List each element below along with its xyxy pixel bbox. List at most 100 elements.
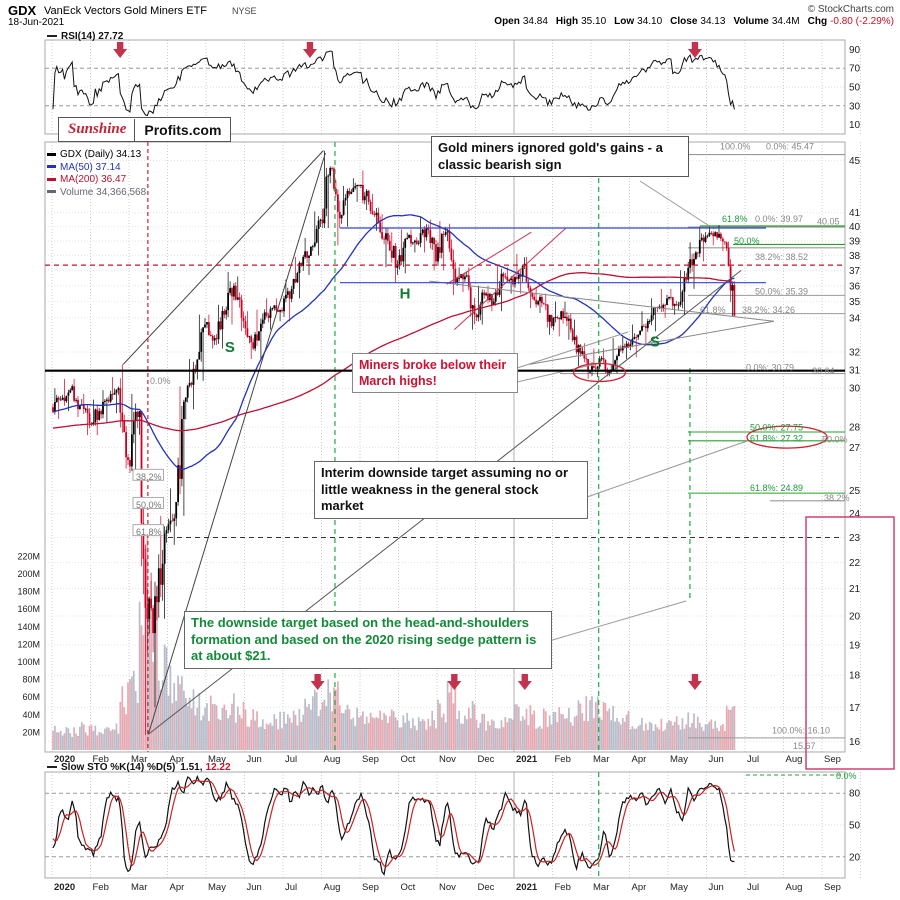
svg-text:Jul: Jul (285, 754, 297, 765)
svg-text:Apr: Apr (632, 882, 647, 893)
svg-text:Dec: Dec (478, 882, 495, 893)
svg-text:61.8%: 61.8% (700, 305, 726, 315)
svg-text:50.0%: 50.0% (136, 500, 162, 510)
svg-text:Mar: Mar (131, 882, 147, 893)
candle-bodies-up (54, 168, 734, 634)
svg-text:0.0%: 45.47: 0.0%: 45.47 (766, 141, 814, 151)
svg-text:2021: 2021 (516, 754, 538, 765)
svg-text:Oct: Oct (401, 882, 416, 893)
quote-value: 34.84 (522, 16, 548, 27)
svg-text:30: 30 (849, 384, 861, 395)
svg-text:17: 17 (849, 703, 861, 714)
svg-text:61.8%: 61.8% (722, 214, 748, 224)
candle-bodies-down (52, 168, 736, 634)
svg-text:27: 27 (849, 443, 861, 454)
svg-text:23: 23 (849, 533, 861, 544)
svg-text:28: 28 (849, 422, 861, 433)
svg-text:Aug: Aug (324, 754, 341, 765)
svg-text:Aug: Aug (324, 882, 341, 893)
rsi-line (52, 50, 735, 117)
svg-text:37: 37 (849, 266, 861, 277)
volume-bars (52, 530, 736, 750)
svg-text:0.0%: 39.97: 0.0%: 39.97 (755, 214, 803, 224)
svg-text:May: May (208, 882, 226, 893)
svg-text:Jul: Jul (747, 754, 759, 765)
svg-text:15.67: 15.67 (793, 741, 816, 751)
svg-text:61.8%: 24.89: 61.8%: 24.89 (750, 483, 803, 493)
svg-text:34: 34 (849, 313, 861, 324)
quote-value: 34.4M (771, 16, 800, 27)
svg-text:38.2%: 38.2% (824, 493, 850, 503)
svg-text:Jul: Jul (285, 882, 297, 893)
svg-text:21: 21 (849, 584, 861, 595)
svg-text:Jun: Jun (247, 754, 262, 765)
svg-text:80: 80 (849, 789, 861, 800)
svg-text:24: 24 (849, 509, 861, 520)
svg-text:Mar: Mar (131, 754, 147, 765)
highlight-ellipse (572, 362, 627, 383)
svg-text:16: 16 (849, 737, 861, 748)
quote-value: 35.10 (581, 16, 607, 27)
quote-value: 34.10 (637, 16, 663, 27)
svg-text:May: May (670, 882, 688, 893)
svg-text:41: 41 (849, 208, 861, 219)
svg-text:2020: 2020 (54, 754, 75, 765)
svg-text:May: May (670, 754, 688, 765)
svg-text:100.0%: 16.10: 100.0%: 16.10 (772, 725, 830, 735)
svg-text:50.0%: 35.39: 50.0%: 35.39 (755, 287, 808, 297)
down-arrow-icon (447, 674, 462, 690)
svg-text:39: 39 (849, 236, 861, 247)
svg-text:10: 10 (849, 120, 861, 131)
axis-labels: 45 41 40 39 38 37 36 35 34 32 31 30 28 27 25 24 23 22 21 20… (17, 45, 860, 893)
svg-text:30.64: 30.64 (812, 366, 835, 376)
svg-text:2020: 2020 (54, 882, 75, 893)
svg-text:30: 30 (849, 101, 861, 112)
svg-text:61.8%: 27.32: 61.8%: 27.32 (750, 434, 803, 444)
svg-text:Nov: Nov (439, 882, 456, 893)
down-arrow-icon (687, 42, 702, 58)
svg-text:50.0%: 50.0% (822, 435, 848, 445)
svg-text:18: 18 (849, 671, 861, 682)
svg-text:160M: 160M (17, 604, 40, 614)
sto-zero-label: 0.0% (836, 771, 857, 781)
svg-text:38: 38 (849, 251, 861, 262)
svg-text:200M: 200M (17, 569, 40, 579)
svg-text:Apr: Apr (632, 754, 647, 765)
svg-text:35: 35 (849, 297, 861, 308)
svg-text:Sep: Sep (824, 882, 841, 893)
svg-text:38.2%: 38.2% (136, 472, 162, 482)
svg-text:Feb: Feb (93, 882, 109, 893)
highlight-ellipse (746, 425, 828, 449)
svg-text:Sep: Sep (362, 754, 379, 765)
svg-text:120M: 120M (17, 639, 40, 649)
sto-d-line (52, 779, 735, 868)
head-shoulders-letter: H (400, 285, 411, 302)
quote-label: Low (614, 16, 635, 27)
fibonacci-labels: 100.0% 0.0%: 45.47 61.8% 0.0%: 39.97 40.05 50… (132, 141, 850, 751)
svg-text:Jun: Jun (709, 882, 724, 893)
quote-value: -0.80 (-2.29%) (830, 16, 894, 27)
svg-text:Dec: Dec (478, 754, 495, 765)
svg-text:20: 20 (849, 612, 861, 623)
svg-text:100M: 100M (17, 657, 40, 667)
svg-text:140M: 140M (17, 622, 40, 632)
svg-text:40M: 40M (22, 710, 40, 720)
svg-text:Feb: Feb (93, 754, 109, 765)
svg-text:180M: 180M (17, 587, 40, 597)
svg-text:Apr: Apr (170, 882, 185, 893)
chart-date: 18-Jun-2021 (8, 17, 65, 28)
quote-label: Chg (807, 16, 828, 27)
target-zone-box (805, 516, 895, 770)
down-arrow-icon (302, 42, 317, 58)
down-arrow-icon (517, 674, 532, 690)
quote-bar: Open 34.84 High 35.10 Low 34.10 Close 34.13 Volu… (486, 16, 894, 27)
svg-text:38.2%: 34.26: 38.2%: 34.26 (742, 305, 795, 315)
svg-text:Feb: Feb (555, 754, 571, 765)
volume-bars-down (52, 530, 736, 750)
down-arrow-icon (113, 42, 128, 58)
svg-text:Jun: Jun (709, 754, 724, 765)
svg-text:Oct: Oct (401, 754, 416, 765)
svg-text:70: 70 (849, 64, 861, 75)
